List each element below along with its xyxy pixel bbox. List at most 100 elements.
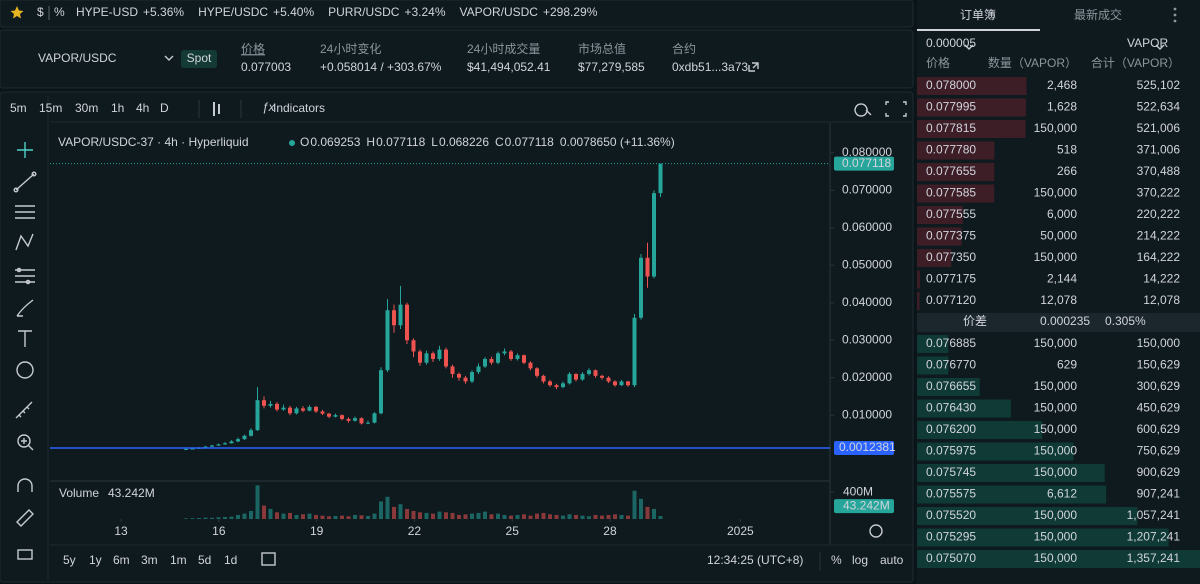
candle-body [255,400,260,431]
tab[interactable]: 最新成交 [1074,7,1122,22]
candle-body [275,403,279,410]
scale-option[interactable]: log [852,553,868,567]
ticker-pair[interactable]: HYPE/USDC [198,5,268,19]
header-panel [0,29,914,89]
unit-select[interactable]: VAPOR [1127,36,1168,50]
ticker-pair[interactable]: HYPE-USD [76,5,138,19]
level-total: 370,222 [1137,186,1181,200]
interval[interactable]: D [160,101,169,115]
filter[interactable]: % [54,5,65,19]
tool-icons[interactable] [13,44,1165,566]
level-size: 2,144 [1047,272,1077,286]
depth-bar [917,442,1074,461]
y-tick-label: 0.050000 [842,257,892,271]
spread-label: 价差 [963,314,987,328]
level-total: 1,207,241 [1127,530,1181,544]
volume-bar [496,513,500,519]
candle-body [457,373,461,378]
depth-bar [917,141,995,160]
depth-bar [917,356,949,375]
volume-bar [203,517,208,519]
stat-value: $41,494,052.41 [467,60,551,74]
spread-row [917,313,1200,332]
clock: 12:34:25 (UTC+8) [707,553,803,567]
range-button[interactable]: 5y [63,553,76,567]
stat-label: 24小时变化 [320,41,381,56]
level-price: 0.077585 [926,186,976,200]
range-button[interactable]: 1y [89,553,102,567]
interval[interactable]: 15m [39,101,62,115]
candle-body [444,349,448,367]
last-price-label: 0.077118 [842,156,891,170]
level-total: 900,629 [1137,465,1181,479]
depth-bar [917,378,980,396]
volume-bar [197,517,201,519]
ohlc-key: H [366,135,375,149]
volume-bar [587,516,591,519]
candle-body [216,444,221,446]
candle-body [470,372,474,382]
range-button[interactable]: 6m [113,553,130,567]
filter[interactable]: $ [37,5,44,19]
volume-bar [450,512,455,519]
level-size: 150,000 [1034,508,1078,522]
ticker-pair[interactable]: PURR/USDC [328,5,400,19]
volume-bar [574,514,578,519]
range-button[interactable]: 3m [141,553,158,567]
volume-bar [548,514,552,519]
level-size: 150,000 [1034,121,1078,135]
candle-body [398,304,403,326]
level-price: 0.078000 [926,78,976,92]
candle-body [314,406,318,412]
volume-title: Volume [59,486,99,500]
range-button[interactable]: 5d [198,553,211,567]
candle-body [600,375,604,378]
tab[interactable]: 订单簿 [960,7,996,22]
depth-bar [917,249,952,267]
candle-body [496,353,500,363]
favorite-star[interactable] [10,6,24,19]
candle-body [522,355,526,363]
ohlc-value: 0.077118 [376,135,425,149]
range-button[interactable]: 1d [224,553,237,567]
menu-dots[interactable] [1173,7,1177,23]
volume-bar [340,515,344,519]
candle-body [236,439,240,442]
range-button[interactable]: 1m [170,553,187,567]
level-total: 371,006 [1137,143,1181,157]
level-price: 0.075745 [926,465,976,479]
level-price: 0.077120 [926,293,976,307]
fx-icon[interactable]: ƒx [262,100,276,114]
level-price: 0.077995 [926,100,976,114]
level-size: 150,000 [1034,530,1078,544]
volume-bar [184,518,188,519]
volume-bar [489,514,494,519]
interval[interactable]: 1h [111,101,124,115]
candle-body [580,373,585,380]
candle-body [379,370,383,414]
indicators-button[interactable]: Indicators [273,101,325,115]
ohlc-key: C [495,135,504,149]
level-total: 300,629 [1137,379,1181,393]
candle-body [327,413,331,417]
volume-bar [613,514,617,519]
level-total: 525,102 [1137,78,1181,92]
interval[interactable]: 5m [10,101,27,115]
scale-option[interactable]: % [831,553,842,567]
volume-bar [372,513,377,519]
level-total: 522,634 [1137,100,1181,114]
candle-body [437,349,442,359]
depth-bar [917,421,1043,439]
interval[interactable]: 4h [136,101,149,115]
scale-option[interactable]: auto [880,553,904,567]
tick-size[interactable]: 0.000005 [926,36,976,50]
interval[interactable]: 30m [75,101,98,115]
volume-bar [314,514,318,519]
volume-bar [483,511,487,519]
ticker-pair[interactable]: VAPOR/USDC [460,5,539,19]
level-size: 6,612 [1047,487,1077,501]
level-total: 164,222 [1137,250,1181,264]
column-header: 价格 [926,55,950,70]
ticker-panel [0,0,914,28]
volume-bar [346,516,351,519]
